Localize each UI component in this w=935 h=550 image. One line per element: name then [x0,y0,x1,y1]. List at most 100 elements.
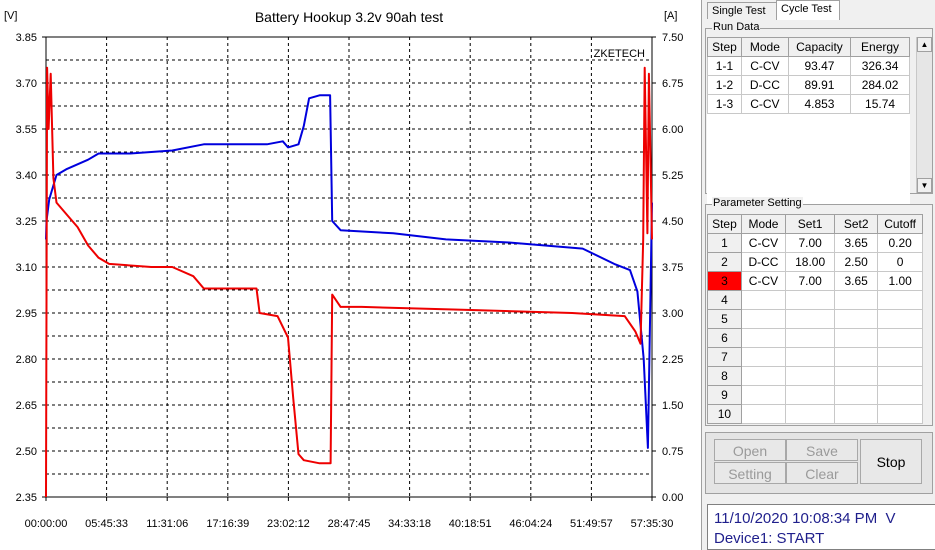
parameter-cell[interactable] [877,309,923,329]
chart-title: Battery Hookup 3.2v 90ah test [255,9,443,25]
parameter-step-cell[interactable]: 2 [707,252,742,272]
empty-cell [741,114,788,133]
parameter-cell[interactable] [740,309,787,329]
time-tick-label: 11:31:06 [146,518,188,530]
parameter-cell[interactable] [785,404,836,424]
stop-button[interactable]: Stop [860,439,922,484]
parameter-cell[interactable] [740,385,787,405]
parameter-cell[interactable] [877,385,923,405]
parameter-cell[interactable]: 0.20 [877,233,923,253]
parameter-cell[interactable] [834,366,879,386]
voltage-tick-label: 3.55 [16,124,37,136]
parameter-cell[interactable]: 0 [877,252,923,272]
run-data-row[interactable]: 1-3 C-CV 4.853 15.74 [707,94,910,114]
series-layer [45,66,653,498]
parameter-cell[interactable] [740,366,787,386]
parameter-cell[interactable] [740,347,787,367]
parameter-cell[interactable]: 7.00 [785,271,836,291]
parameter-row[interactable]: 9 [707,385,923,405]
run-data-row[interactable]: 1-1 C-CV 93.47 326.34 [707,56,910,76]
parameter-cell[interactable]: 3.65 [834,233,879,253]
parameter-cell[interactable] [834,290,879,310]
parameter-step-cell[interactable]: 6 [707,328,742,348]
run-data-row[interactable]: 1-2 D-CC 89.91 284.02 [707,75,910,95]
empty-cell [788,168,850,186]
empty-cell [851,114,910,133]
parameter-cell[interactable] [877,404,923,424]
parameter-cell[interactable] [785,385,836,405]
parameter-step-cell[interactable]: 10 [707,404,742,424]
current-tick-label: 0.00 [662,492,683,504]
parameter-step-cell[interactable]: 5 [707,309,742,329]
parameter-step-cell[interactable]: 9 [707,385,742,405]
current-tick-label: 5.25 [662,170,683,182]
column-header: Set2 [834,214,879,234]
control-panel: Single Test Cycle Test Run Data Step Mode… [701,0,935,550]
parameter-cell[interactable] [834,309,879,329]
open-button[interactable]: Open [714,439,786,461]
time-tick-label: 40:18:51 [449,518,492,530]
parameter-row[interactable]: 7 [707,347,923,367]
run-data-empty-row [708,114,910,133]
parameter-cell[interactable] [877,290,923,310]
voltage-axis: 3.85 3.70 3.55 3.40 3.25 3.10 2.95 2.80 2.65 2.50… [16,32,46,504]
parameter-cell[interactable] [834,385,879,405]
parameter-cell[interactable] [740,290,787,310]
parameter-row[interactable]: 2 D-CC 18.00 2.50 0 [707,252,923,272]
parameter-step-cell[interactable]: 1 [707,233,742,253]
scroll-up-icon[interactable]: ▲ [917,37,932,52]
parameter-cell[interactable]: 1.00 [877,271,923,291]
parameter-cell[interactable] [785,328,836,348]
column-header: Step [707,37,742,57]
parameter-step-cell[interactable]: 7 [707,347,742,367]
parameter-cell[interactable] [785,366,836,386]
parameter-row[interactable]: 10 [707,404,923,424]
parameter-cell[interactable] [877,347,923,367]
empty-cell [708,168,742,186]
parameter-cell[interactable] [834,404,879,424]
run-data-cell: 1-3 [707,94,742,114]
parameter-row[interactable]: 1 C-CV 7.00 3.65 0.20 [707,233,923,253]
parameter-cell[interactable] [877,328,923,348]
parameter-setting-title: Parameter Setting [712,197,803,209]
parameter-step-cell[interactable]: 8 [707,366,742,386]
parameter-step-cell[interactable]: 3 [707,271,742,291]
parameter-cell[interactable]: C-CV [740,233,787,253]
parameter-cell[interactable] [785,347,836,367]
time-tick-label: 05:45:33 [85,518,128,530]
save-button[interactable]: Save [786,439,858,461]
setting-button[interactable]: Setting [714,462,786,484]
run-data-cell: 4.853 [787,94,852,114]
parameter-row[interactable]: 8 [707,366,923,386]
parameter-cell[interactable]: 2.50 [834,252,879,272]
parameter-cell[interactable] [740,328,787,348]
parameter-row[interactable]: 6 [707,328,923,348]
time-tick-label: 00:00:00 [25,518,68,530]
run-data-scrollbar[interactable]: ▲ ▼ [916,37,932,193]
run-data-header-row: Step Mode Capacity Energy [707,37,910,57]
parameter-cell[interactable]: 7.00 [785,233,836,253]
clear-button[interactable]: Clear [786,462,858,484]
parameter-cell[interactable]: 18.00 [785,252,836,272]
parameter-step-cell[interactable]: 4 [707,290,742,310]
column-header: Mode [740,214,787,234]
parameter-cell[interactable] [834,347,879,367]
parameter-cell[interactable] [740,404,787,424]
parameter-row[interactable]: 5 [707,309,923,329]
tab-single-test[interactable]: Single Test [707,2,777,19]
tab-cycle-test[interactable]: Cycle Test [776,0,840,20]
parameter-cell[interactable] [877,366,923,386]
run-data-cell: D-CC [740,75,789,95]
parameter-row[interactable]: 4 [707,290,923,310]
parameter-cell[interactable]: 3.65 [834,271,879,291]
parameter-cell[interactable]: C-CV [740,271,787,291]
run-data-cell: C-CV [740,56,789,76]
scroll-down-icon[interactable]: ▼ [917,178,932,193]
zketech-brand: ZKETECH [594,48,645,60]
parameter-cell[interactable]: D-CC [740,252,787,272]
parameter-row[interactable]: 3 C-CV 7.00 3.65 1.00 [707,271,923,291]
parameter-cell[interactable] [785,290,836,310]
current-series-line [45,66,653,498]
parameter-cell[interactable] [834,328,879,348]
parameter-cell[interactable] [785,309,836,329]
